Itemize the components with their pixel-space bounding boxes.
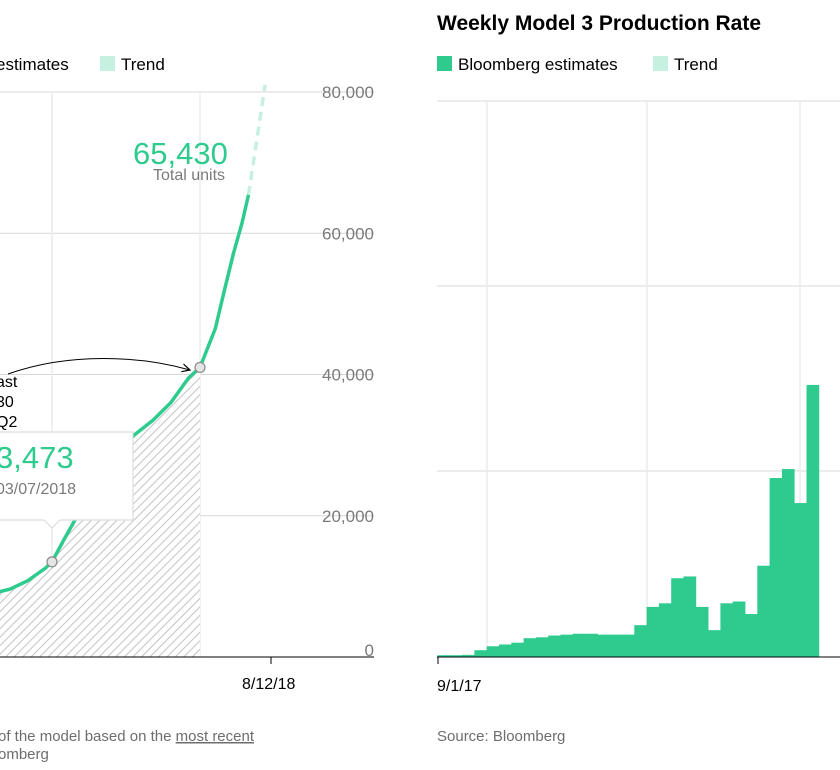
footnote-prefix: of the model based on the: [0, 728, 176, 745]
right-bar: [769, 478, 783, 657]
right-bar: [622, 634, 635, 658]
left-series-trend-line: [246, 84, 267, 196]
annotation-line-3: Q2: [0, 414, 17, 431]
right-bar: [486, 646, 500, 657]
right-bar: [499, 644, 512, 657]
total-units-value: 65,430: [133, 136, 228, 171]
right-legend-trend-swatch: [653, 56, 668, 71]
footnote-line-1: of the model based on the most recent: [0, 728, 255, 745]
right-bar: [449, 655, 463, 657]
right-legend-estimates-label: Bloomberg estimates: [458, 55, 618, 74]
right-x-tick-label: 9/1/17: [437, 678, 482, 695]
right-bar: [523, 638, 537, 657]
left-y-tick-label: 60,000: [322, 224, 374, 243]
left-footnote: of the model based on the most recent om…: [0, 728, 255, 763]
tooltip-date: 03/07/2018: [0, 481, 76, 498]
right-bar: [597, 634, 611, 658]
left-y-tick-label: 80,000: [322, 83, 374, 102]
left-x-tick-label: 8/12/18: [242, 676, 295, 693]
right-bar: [548, 635, 561, 657]
right-legend: Bloomberg estimates Trend: [437, 55, 718, 74]
footnote-link[interactable]: most recent: [176, 728, 255, 745]
right-bar: [437, 655, 451, 657]
annotation-line-2: 30: [0, 394, 14, 411]
left-y-tick-label: 40,000: [322, 366, 374, 385]
left-chart: estimates Trend 0 20,000 40,000 60,000 80,00…: [0, 55, 374, 763]
right-bar: [720, 603, 734, 657]
annotation-arrow: [7, 358, 190, 375]
right-legend-trend-label: Trend: [674, 55, 718, 74]
right-bar: [794, 503, 807, 657]
right-bar: [658, 603, 672, 657]
left-y-tick-label: 20,000: [322, 507, 374, 526]
right-bar: [609, 634, 623, 658]
left-tooltip: 3,473 03/07/2018: [0, 431, 134, 529]
right-source-label: Source: Bloomberg: [437, 728, 565, 745]
right-chart-title: Weekly Model 3 Production Rate: [437, 12, 761, 35]
right-bar: [535, 637, 549, 657]
right-bar: [683, 576, 697, 657]
left-marker-q2-point: [194, 361, 206, 374]
right-bar: [572, 633, 586, 657]
left-legend: estimates Trend: [0, 55, 165, 74]
right-bar: [474, 650, 488, 657]
right-bar: [745, 614, 758, 657]
right-bar: [757, 565, 770, 657]
left-legend-trend-swatch: [100, 56, 115, 71]
right-bar: [634, 625, 647, 657]
left-y-axis: 0 20,000 40,000 60,000 80,000: [322, 83, 374, 660]
right-bars: [437, 384, 820, 658]
right-legend-estimates-swatch: [437, 56, 452, 71]
left-legend-estimates-label: estimates: [0, 55, 69, 74]
right-bar: [806, 384, 820, 657]
right-bar: [462, 654, 475, 657]
right-bar: [695, 606, 709, 657]
right-bar: [708, 630, 721, 657]
left-y-tick-label: 0: [365, 641, 374, 660]
annotation-line-1: ast: [0, 374, 18, 391]
total-units-label: Total units: [153, 167, 225, 184]
right-bar: [671, 578, 684, 657]
right-bar: [732, 601, 746, 657]
right-bar: [560, 634, 574, 658]
footnote-line-2: omberg: [0, 746, 49, 763]
right-bar: [511, 642, 524, 657]
left-annotation-text: ast 30 Q2: [0, 374, 18, 431]
left-marker-tooltip-point: [46, 556, 58, 568]
tooltip-value: 3,473: [0, 440, 74, 475]
left-legend-trend-label: Trend: [121, 55, 165, 74]
right-bar: [646, 606, 660, 657]
right-chart: Weekly Model 3 Production Rate Bloomberg…: [437, 12, 840, 745]
right-bar: [585, 633, 598, 657]
right-bar: [781, 469, 795, 657]
